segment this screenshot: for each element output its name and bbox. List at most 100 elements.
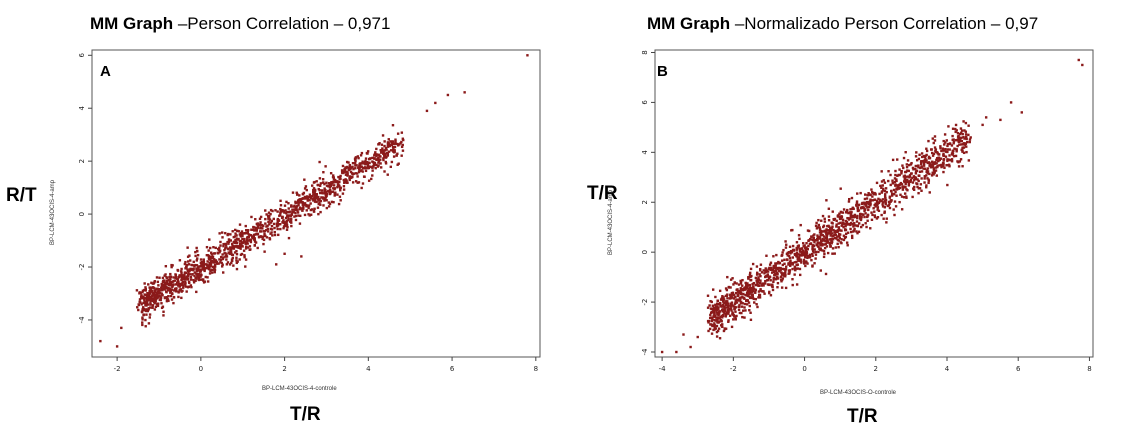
data-point [321, 181, 325, 184]
data-point [140, 310, 144, 314]
data-point [315, 200, 318, 204]
data-point [779, 268, 782, 272]
data-point [933, 170, 936, 173]
data-point [816, 234, 819, 237]
data-point [759, 288, 762, 291]
data-point [871, 199, 874, 202]
data-point [766, 283, 770, 286]
data-point [831, 225, 834, 228]
data-point [745, 283, 748, 287]
data-point [883, 206, 887, 209]
data-point [199, 275, 202, 278]
data-point [748, 304, 751, 308]
data-point [264, 217, 267, 221]
data-point [737, 289, 741, 293]
data-point [863, 215, 866, 219]
data-point [247, 233, 251, 236]
data-point [950, 160, 954, 163]
data-point [363, 175, 366, 178]
data-point [919, 166, 922, 170]
data-point [756, 305, 759, 309]
data-point [189, 275, 193, 279]
data-point [772, 278, 775, 281]
data-point [818, 226, 821, 229]
data-point [834, 233, 838, 236]
data-point [229, 252, 232, 256]
data-point [898, 173, 901, 177]
data-point [863, 208, 867, 211]
data-point [373, 153, 377, 156]
data-point [913, 185, 916, 189]
data-point [771, 288, 775, 292]
data-point [719, 319, 723, 322]
data-point [271, 209, 274, 213]
data-point [162, 314, 165, 317]
data-point [227, 251, 230, 254]
data-point [327, 205, 331, 208]
data-point [162, 310, 165, 313]
data-point [145, 313, 148, 316]
data-point [717, 314, 720, 317]
data-point [170, 292, 174, 295]
data-point [271, 234, 274, 237]
data-point [846, 244, 849, 247]
data-point [893, 180, 897, 184]
data-point [754, 288, 757, 292]
data-point [303, 203, 307, 206]
data-point [904, 150, 907, 154]
data-point [222, 244, 225, 248]
data-point [959, 127, 963, 130]
data-point [289, 205, 293, 208]
data-point [258, 217, 262, 221]
data-point [784, 240, 787, 243]
data-point [222, 242, 225, 246]
data-point [147, 303, 150, 306]
data-point [303, 195, 307, 199]
data-point [920, 189, 923, 192]
data-point [374, 151, 377, 154]
data-point [943, 149, 946, 152]
data-point [323, 187, 326, 190]
data-point [759, 274, 762, 278]
data-point [839, 221, 842, 225]
data-point [244, 242, 247, 245]
data-point [312, 181, 316, 184]
data-point [715, 302, 719, 305]
data-point [907, 182, 911, 185]
data-point [241, 234, 244, 237]
data-point [387, 150, 391, 153]
data-point [818, 247, 821, 250]
data-point [747, 292, 750, 296]
data-point [895, 178, 898, 181]
data-point [324, 197, 327, 201]
data-point [756, 271, 759, 275]
data-point [325, 206, 329, 210]
data-point [867, 205, 871, 209]
data-point [922, 159, 925, 163]
data-point [734, 316, 737, 319]
data-point [865, 204, 868, 208]
data-point [348, 175, 352, 178]
data-point [344, 178, 347, 181]
data-point [916, 185, 919, 189]
data-point [203, 280, 207, 283]
data-point [943, 133, 947, 136]
data-point [933, 135, 937, 138]
data-point [153, 297, 157, 300]
data-point [730, 325, 734, 329]
data-point [819, 239, 823, 242]
data-point [956, 160, 959, 163]
data-point [195, 276, 198, 280]
data-point [234, 238, 237, 242]
data-point [379, 162, 382, 165]
data-point [244, 258, 248, 261]
data-point [332, 184, 336, 187]
data-point [826, 224, 829, 228]
data-point [856, 224, 859, 227]
data-point [728, 307, 731, 311]
data-point [149, 306, 152, 309]
data-point [244, 224, 247, 228]
data-point [743, 316, 746, 319]
data-point [795, 241, 799, 244]
data-point [259, 215, 263, 219]
